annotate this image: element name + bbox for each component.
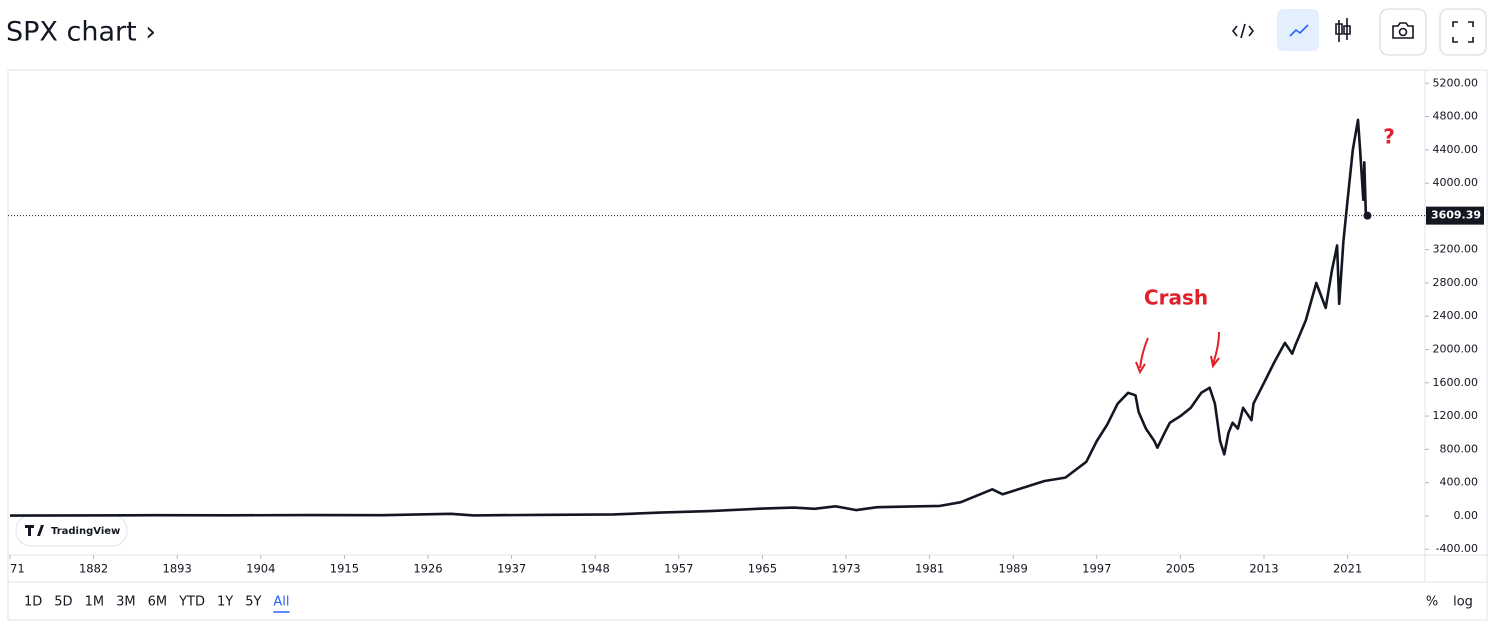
range-button[interactable]: 5Y xyxy=(245,595,261,610)
x-tick-label: 1973 xyxy=(831,562,860,576)
annotation: ? xyxy=(1383,125,1395,149)
annotation: Crash xyxy=(1144,286,1208,310)
y-tick-label: 4400.00 xyxy=(1433,143,1479,156)
y-tick-label: 2800.00 xyxy=(1433,276,1479,289)
line-chart-button[interactable] xyxy=(1277,9,1319,51)
x-tick-label: 1893 xyxy=(163,562,192,576)
watermark-logo xyxy=(25,525,44,536)
last-price-badge xyxy=(1426,206,1484,225)
y-tick-label: 5200.00 xyxy=(1433,76,1479,89)
range-button[interactable]: 1Y xyxy=(217,595,233,610)
line-icon xyxy=(1289,24,1309,37)
range-button[interactable]: 5D xyxy=(54,595,72,610)
y-tick-label: 2400.00 xyxy=(1433,309,1479,322)
camera-button[interactable] xyxy=(1379,8,1427,56)
toolbar xyxy=(1231,8,1487,56)
x-tick-label: 1965 xyxy=(748,562,777,576)
header-title[interactable]: SPX chart › xyxy=(6,17,156,48)
x-tick-label: 1989 xyxy=(999,562,1028,576)
y-tick-label: 400.00 xyxy=(1440,476,1479,489)
y-tick-label: 3200.00 xyxy=(1433,243,1479,256)
y-tick-label: 800.00 xyxy=(1440,442,1479,455)
x-tick-label: 1904 xyxy=(246,562,275,576)
scale-option[interactable]: log xyxy=(1453,595,1473,610)
x-tick-label: 2005 xyxy=(1166,562,1195,576)
candle-icon[interactable] xyxy=(1335,18,1351,42)
y-tick-label: 1600.00 xyxy=(1433,376,1479,389)
arrow xyxy=(1135,337,1149,375)
range-button[interactable]: 3M xyxy=(116,595,136,610)
x-tick-label: 1997 xyxy=(1082,562,1111,576)
x-tick-label: 1948 xyxy=(581,562,610,576)
y-tick-label: -400.00 xyxy=(1436,542,1478,555)
x-tick-label: 1957 xyxy=(664,562,693,576)
x-tick-label: 1882 xyxy=(79,562,108,576)
watermark: TradingView xyxy=(15,514,128,547)
y-tick-label: 0.00 xyxy=(1454,509,1479,522)
x-tick-label: 2013 xyxy=(1249,562,1278,576)
fullscreen-button[interactable] xyxy=(1439,8,1487,56)
watermark-text: TradingView xyxy=(51,526,120,537)
y-tick-label: 1200.00 xyxy=(1433,409,1479,422)
y-tick-label: 2000.00 xyxy=(1433,343,1479,356)
x-tick-label: 1981 xyxy=(915,562,944,576)
x-tick-label: 1926 xyxy=(413,562,442,576)
fullscreen-icon xyxy=(1452,21,1474,43)
chart-frame xyxy=(7,69,1488,621)
price-line xyxy=(9,118,1369,517)
y-tick-label: 4000.00 xyxy=(1433,176,1479,189)
range-button[interactable]: 1M xyxy=(85,595,105,610)
y-tick-label: 4800.00 xyxy=(1433,110,1479,123)
arrow xyxy=(1210,331,1220,369)
last-price-label: 3609.39 xyxy=(1431,209,1481,222)
camera-icon xyxy=(1392,22,1414,39)
last-point xyxy=(1363,211,1372,220)
x-tick-label: 1915 xyxy=(330,562,359,576)
range-button[interactable]: 1D xyxy=(24,595,42,610)
x-tick-label: 2021 xyxy=(1333,562,1362,576)
embed-icon[interactable] xyxy=(1231,23,1255,39)
range-button[interactable]: YTD xyxy=(178,595,205,610)
range-button[interactable]: All xyxy=(273,595,289,610)
x-tick-label: 71 xyxy=(10,562,25,576)
x-tick-label: 1937 xyxy=(497,562,526,576)
scale-option[interactable]: % xyxy=(1426,595,1438,610)
range-button[interactable]: 6M xyxy=(148,595,168,610)
camera-lens xyxy=(1398,27,1408,37)
